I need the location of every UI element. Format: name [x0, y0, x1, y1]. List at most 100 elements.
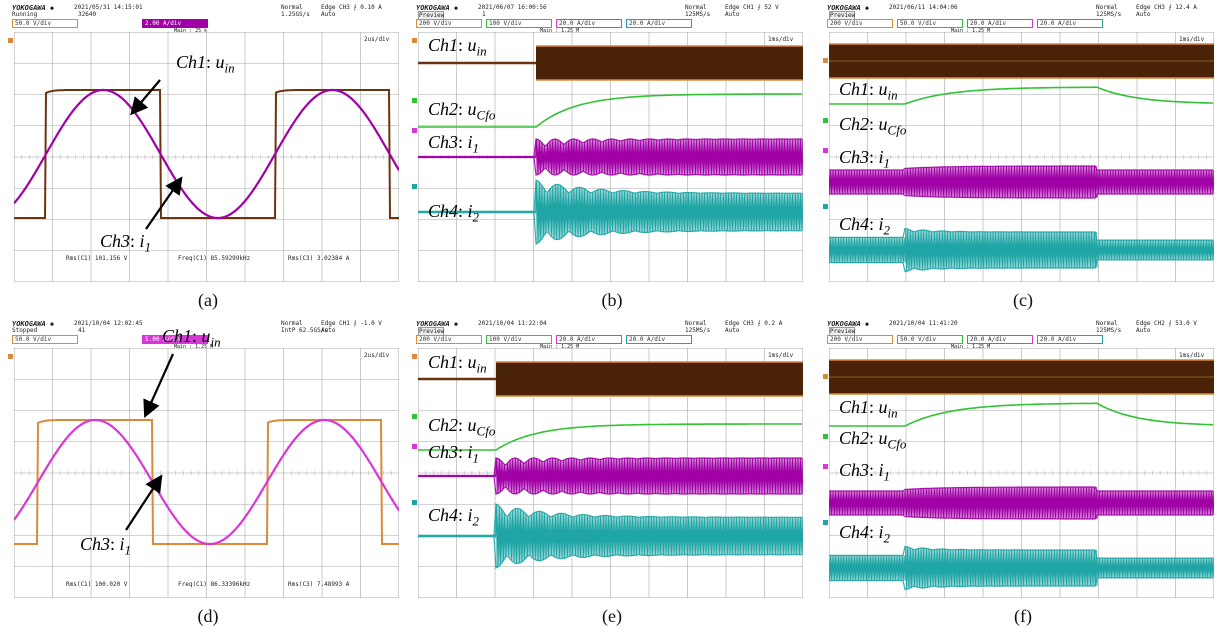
ch4-i2-trace: [829, 546, 1214, 590]
trace-label-symbol: u: [201, 326, 211, 346]
trace-label-subscript: in: [887, 405, 898, 421]
trace-label-colon: :: [206, 52, 216, 72]
trace-label-channel: Ch1: [162, 326, 193, 346]
scope-panel-a: YOKOGAWA ◆ 2021/05/31 14:15:01 Running 3264…: [8, 2, 408, 318]
timestamp: 2021/10/04 11:41:20: [889, 320, 958, 327]
scope-header: YOKOGAWA ◆ 2021/10/04 11:22:04 Preview Norm…: [412, 318, 812, 350]
trace-label-channel: Ch1: [428, 35, 459, 55]
time-per-div: 2us/div: [364, 36, 390, 43]
scope-panel-b: YOKOGAWA ◆ 2021/06/07 16:00:56 Preview 1 Nor…: [412, 2, 812, 318]
oscilloscope-screen: YOKOGAWA ◆ 2021/10/04 12:02:45 Stopped 41 No…: [8, 318, 408, 603]
trace-label-colon: :: [458, 415, 468, 435]
scope-header: YOKOGAWA ◆ 2021/05/31 14:15:01 Running 3264…: [8, 2, 408, 34]
channel-tab-2: 50.0 V/div: [897, 19, 963, 28]
trace-label-channel: Ch2: [839, 114, 870, 134]
channel-tab-1: 50.0 V/div: [12, 335, 78, 344]
trace-label-ch4: Ch4: i2: [428, 201, 479, 226]
channel-level-marker: [823, 520, 828, 525]
time-per-div: 1ms/div: [1179, 352, 1205, 359]
figure-caption: (e): [602, 606, 622, 626]
acq-mode: Normal: [685, 320, 707, 327]
brand-logo: YOKOGAWA ◆: [416, 4, 459, 12]
trace-label-ch1: Ch1: uin: [839, 79, 898, 104]
trace-label-channel: Ch1: [176, 52, 207, 72]
acq-mode: Normal: [281, 4, 303, 11]
trigger-setting: Edge CH3 ⨍ 0.2 A: [725, 320, 783, 327]
channel-level-marker: [412, 414, 417, 419]
acq-mode: Normal: [1096, 4, 1118, 11]
trace-label-ch1: Ch1: uin: [176, 52, 235, 77]
scope-header: YOKOGAWA ◆ 2021/10/04 12:02:45 Stopped 41 No…: [8, 318, 408, 350]
ch2-ucfo-trace: [829, 86, 1214, 105]
waveform-svg: [829, 348, 1214, 598]
trace-label-symbol: i: [878, 460, 884, 480]
main-record-length: Main : 1.25 M: [951, 344, 991, 350]
channel-tab-2: 100 V/div: [486, 19, 552, 28]
sample-rate: IntP 62.5GS/s: [281, 327, 328, 334]
trace-label-subscript: 1: [472, 140, 480, 156]
trace-label-symbol: u: [467, 35, 477, 55]
ch2-ucfo-trace: [418, 93, 802, 128]
trace-label-subscript: 1: [883, 468, 891, 484]
trace-label-subscript: Cfo: [887, 436, 907, 452]
channel-level-marker: [823, 118, 828, 123]
trace-label-channel: Ch2: [428, 99, 459, 119]
trace-label-colon: :: [869, 460, 879, 480]
channel-level-marker: [823, 464, 828, 469]
main-record-length: Main : 25 k: [174, 28, 208, 34]
scope-grid: [14, 348, 399, 598]
trace-label-ch3: Ch3: i1: [839, 460, 890, 485]
sample-rate: 125MS/s: [1096, 327, 1122, 334]
trace-label-colon: :: [130, 231, 140, 251]
figure-caption: (c): [1013, 290, 1033, 310]
trace-label-subscript: 2: [883, 222, 891, 238]
trace-label-symbol: u: [878, 79, 888, 99]
oscilloscope-screen: YOKOGAWA ◆ 2021/10/04 11:41:20 Preview Norm…: [823, 318, 1223, 603]
scope-panel-c: YOKOGAWA ◆ 2021/06/11 14:04:06 Preview Norm…: [823, 2, 1223, 318]
trace-label-subscript: in: [476, 43, 487, 59]
trace-label-ch1: Ch1: uin: [839, 397, 898, 422]
waveform-area: [829, 32, 1214, 282]
channel-tab-1: 200 V/div: [827, 19, 893, 28]
timestamp: 2021/10/04 12:02:45: [74, 320, 143, 327]
time-per-div: 1ms/div: [768, 36, 794, 43]
measurement-3: Rms(C3) 7.48993 A: [288, 581, 350, 588]
trace-label-subscript: in: [224, 60, 235, 76]
scope-panel-f: YOKOGAWA ◆ 2021/10/04 11:41:20 Preview Norm…: [823, 318, 1223, 634]
channel-level-marker: [823, 148, 828, 153]
trace-label-channel: Ch1: [428, 352, 459, 372]
waveform-svg: [418, 348, 803, 598]
ch3-sine-wave: [14, 88, 399, 220]
channel-level-marker: [823, 204, 828, 209]
channel-level-marker: [412, 500, 417, 505]
channel-tab-3: 20.0 A/div: [556, 335, 622, 344]
channel-tab-2: 2.00 A/div: [142, 19, 208, 28]
acquisition-count: 32640: [78, 11, 97, 18]
brand-logo: YOKOGAWA ◆: [827, 4, 870, 12]
trace-label-ch1: Ch1: uin: [428, 352, 487, 377]
timestamp: 2021/10/04 11:22:04: [478, 320, 547, 327]
measurement-1: Rms(C1) 100.020 V: [66, 581, 128, 588]
trace-label-subscript: 1: [144, 239, 152, 255]
scope-panel-e: YOKOGAWA ◆ 2021/10/04 11:22:04 Preview Norm…: [412, 318, 812, 634]
trace-label-channel: Ch3: [428, 132, 459, 152]
timestamp: 2021/06/11 14:04:06: [889, 4, 958, 11]
trace-label-ch4: Ch4: i2: [839, 214, 890, 239]
sample-rate: 125MS/s: [685, 11, 711, 18]
trace-label-ch1: Ch1: uin: [428, 35, 487, 60]
channel-tab-4: 20.0 A/div: [1037, 335, 1103, 344]
channel-level-marker: [8, 354, 13, 359]
status-label: Stopped: [12, 327, 38, 334]
trace-label-subscript: 2: [883, 530, 891, 546]
waveform-area: [14, 32, 399, 282]
trace-label-channel: Ch3: [839, 147, 870, 167]
acquisition-count: 1: [482, 11, 486, 18]
trace-label-symbol: i: [119, 534, 125, 554]
scope-header: YOKOGAWA ◆ 2021/06/11 14:04:06 Preview Norm…: [823, 2, 1223, 34]
trace-label-ch4: Ch4: i2: [428, 505, 479, 530]
oscilloscope-screen: YOKOGAWA ◆ 2021/10/04 11:22:04 Preview Norm…: [412, 318, 812, 603]
acquisition-count: 41: [78, 327, 86, 334]
channel-tab-2: 5.00 A/div: [142, 335, 208, 344]
acq-mode: Normal: [1096, 320, 1118, 327]
channel-level-marker: [412, 354, 417, 359]
